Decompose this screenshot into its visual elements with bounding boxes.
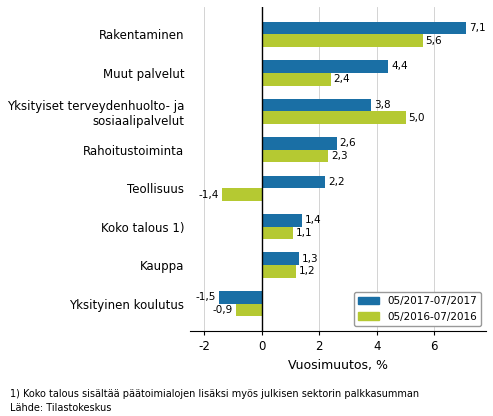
Text: -1,5: -1,5 — [195, 292, 216, 302]
Legend: 05/2017-07/2017, 05/2016-07/2016: 05/2017-07/2017, 05/2016-07/2016 — [353, 292, 481, 326]
Bar — [262, 227, 293, 239]
Text: 1,1: 1,1 — [296, 228, 313, 238]
Bar — [262, 73, 331, 86]
Bar — [221, 188, 262, 201]
Text: 5,0: 5,0 — [408, 113, 425, 123]
Text: 4,4: 4,4 — [391, 62, 408, 72]
Bar — [262, 99, 371, 111]
Text: 2,6: 2,6 — [339, 139, 356, 149]
Text: 2,4: 2,4 — [334, 74, 351, 84]
Text: 5,6: 5,6 — [425, 36, 442, 46]
Text: 2,3: 2,3 — [331, 151, 348, 161]
Text: 2,2: 2,2 — [328, 177, 345, 187]
Bar — [262, 150, 328, 163]
Bar — [262, 111, 406, 124]
Text: Lähde: Tilastokeskus: Lähde: Tilastokeskus — [10, 403, 111, 413]
Bar — [262, 176, 325, 188]
Bar — [262, 214, 302, 227]
Bar — [262, 22, 466, 35]
Text: 3,8: 3,8 — [374, 100, 390, 110]
Bar — [262, 137, 337, 150]
Bar — [262, 253, 299, 265]
Text: 1,2: 1,2 — [299, 267, 316, 277]
Bar — [262, 60, 388, 73]
Text: -1,4: -1,4 — [198, 190, 218, 200]
Text: 1,3: 1,3 — [302, 254, 318, 264]
X-axis label: Vuosimuutos, %: Vuosimuutos, % — [288, 359, 388, 371]
Text: 1) Koko talous sisältää päätoimialojen lisäksi myös julkisen sektorin palkkasumm: 1) Koko talous sisältää päätoimialojen l… — [10, 389, 419, 399]
Bar — [236, 304, 262, 316]
Text: 7,1: 7,1 — [469, 23, 486, 33]
Bar — [262, 265, 296, 278]
Bar — [218, 291, 262, 304]
Text: -0,9: -0,9 — [213, 305, 233, 315]
Bar — [262, 35, 423, 47]
Text: 1,4: 1,4 — [305, 215, 321, 225]
